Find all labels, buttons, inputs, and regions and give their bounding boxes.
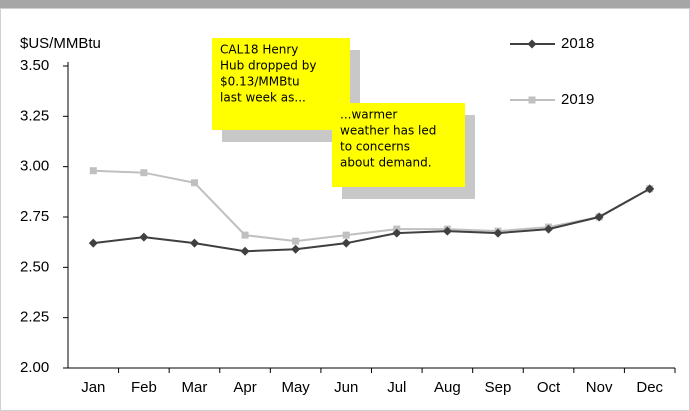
annotation-box	[212, 38, 350, 130]
x-tick-label: Feb	[131, 379, 157, 396]
top-bar	[0, 0, 690, 8]
y-axis-label: $US/MMBtu	[20, 35, 101, 52]
marker	[89, 167, 97, 175]
x-tick-label: Dec	[636, 379, 663, 396]
marker	[190, 179, 198, 187]
marker	[241, 231, 249, 239]
marker	[291, 244, 301, 254]
annotation-text: Hub dropped by	[220, 59, 316, 73]
marker	[594, 212, 604, 222]
marker	[392, 228, 402, 238]
annotation-text: $0.13/MMBtu	[220, 75, 300, 89]
marker	[189, 238, 199, 248]
x-tick-label: Jun	[334, 379, 358, 396]
legend-item: 2018	[510, 35, 594, 52]
annotation-text: about demand.	[340, 156, 432, 170]
x-tick-label: Apr	[233, 379, 256, 396]
annotation-text: last week as...	[220, 91, 306, 105]
marker	[528, 96, 536, 104]
series-line	[93, 187, 651, 253]
legend-item: 2019	[510, 91, 594, 108]
legend-label: 2018	[561, 35, 594, 52]
marker	[442, 226, 452, 236]
x-tick-label: Jul	[387, 379, 406, 396]
x-tick-label: Mar	[182, 379, 208, 396]
y-tick-label: 2.75	[20, 208, 49, 225]
annotation-text: to concerns	[340, 140, 410, 154]
x-tick-label: Nov	[586, 379, 613, 396]
y-tick-label: 3.00	[20, 158, 49, 175]
y-tick-label: 2.00	[20, 359, 49, 376]
marker	[88, 238, 98, 248]
marker	[341, 238, 351, 248]
marker	[140, 169, 148, 177]
legend-label: 2019	[561, 91, 594, 108]
marker	[493, 228, 503, 238]
y-tick-label: 3.25	[20, 107, 49, 124]
marker	[342, 231, 350, 239]
x-tick-label: Sep	[485, 379, 512, 396]
annotation-text: weather has led	[340, 124, 436, 138]
marker	[240, 246, 250, 256]
y-tick-label: 2.50	[20, 258, 49, 275]
marker	[527, 39, 537, 49]
y-tick-label: 3.50	[20, 57, 49, 74]
marker	[645, 184, 655, 194]
x-tick-label: Aug	[434, 379, 461, 396]
annotation-text: ...warmer	[340, 108, 397, 122]
annotation-box	[332, 103, 465, 187]
marker	[292, 237, 300, 245]
series-line	[93, 169, 651, 243]
marker	[139, 232, 149, 242]
annotation: ...warmer weather has led to concerns about…	[332, 103, 475, 199]
x-tick-label: Oct	[537, 379, 561, 396]
x-tick-label: Jan	[81, 379, 105, 396]
marker	[544, 224, 554, 234]
annotation-text: CAL18 Henry	[220, 43, 298, 57]
x-tick-label: May	[281, 379, 310, 396]
y-tick-label: 2.25	[20, 309, 49, 326]
annotation: CAL18 Henry Hub dropped by $0.13/MMBtu last…	[212, 38, 360, 142]
